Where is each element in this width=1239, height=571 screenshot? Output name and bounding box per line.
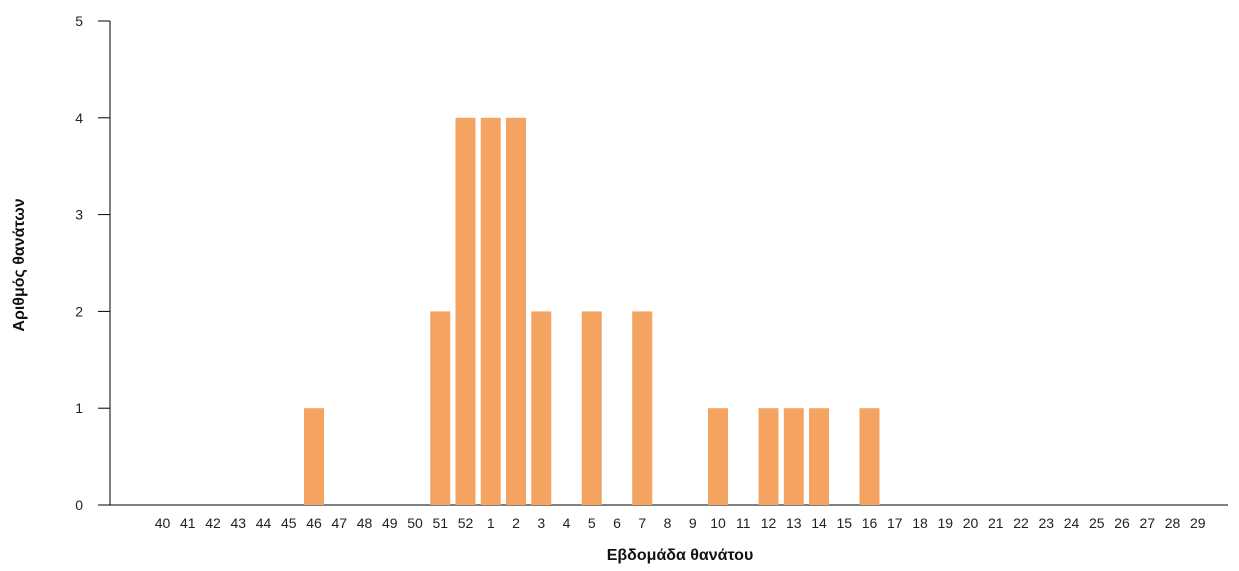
x-tick-label: 27 bbox=[1139, 515, 1155, 531]
y-tick-label: 2 bbox=[75, 303, 83, 319]
y-tick-label: 1 bbox=[75, 400, 83, 416]
x-axis-title: Εβδομάδα θανάτου bbox=[607, 547, 754, 564]
y-axis: 0 1 2 3 4 5 bbox=[75, 13, 111, 513]
x-tick-label: 2 bbox=[512, 515, 520, 531]
x-tick-label: 29 bbox=[1190, 515, 1206, 531]
x-tick-label: 16 bbox=[862, 515, 878, 531]
x-tick-label: 6 bbox=[613, 515, 621, 531]
bar bbox=[632, 311, 653, 505]
x-tick-label: 13 bbox=[786, 515, 802, 531]
bar bbox=[809, 408, 829, 505]
x-tick-label: 25 bbox=[1089, 515, 1105, 531]
x-tick-label: 12 bbox=[761, 515, 777, 531]
bar bbox=[455, 117, 476, 506]
x-tick-label: 23 bbox=[1038, 515, 1054, 531]
bar bbox=[708, 408, 728, 505]
x-tick-label: 1 bbox=[487, 515, 495, 531]
x-tick-label: 15 bbox=[836, 515, 852, 531]
bar bbox=[430, 311, 451, 505]
x-tick-label: 41 bbox=[180, 515, 196, 531]
x-tick-label: 46 bbox=[306, 515, 322, 531]
x-tick-label: 7 bbox=[638, 515, 646, 531]
x-tick-label: 11 bbox=[736, 515, 751, 531]
x-tick-label: 4 bbox=[563, 515, 571, 531]
bar bbox=[531, 311, 552, 505]
x-tick-label: 14 bbox=[811, 515, 827, 531]
bar bbox=[758, 408, 779, 505]
x-tick-label: 24 bbox=[1064, 515, 1080, 531]
x-tick-label: 52 bbox=[458, 515, 474, 531]
x-tick-label: 8 bbox=[664, 515, 672, 531]
x-tick-label: 17 bbox=[887, 515, 903, 531]
x-tick-label: 43 bbox=[230, 515, 246, 531]
bars bbox=[304, 117, 880, 506]
y-tick-label: 0 bbox=[75, 497, 83, 513]
x-tick-label: 22 bbox=[1013, 515, 1029, 531]
x-tick-label: 47 bbox=[331, 515, 347, 531]
x-tick-label: 19 bbox=[937, 515, 953, 531]
bar bbox=[304, 408, 324, 505]
x-tick-label: 48 bbox=[357, 515, 373, 531]
x-tick-label: 45 bbox=[281, 515, 297, 531]
x-tick-label: 28 bbox=[1165, 515, 1181, 531]
x-tick-label: 21 bbox=[988, 515, 1004, 531]
x-tick-label: 18 bbox=[912, 515, 928, 531]
bar bbox=[859, 408, 880, 505]
bar bbox=[506, 117, 526, 506]
bar bbox=[783, 408, 804, 505]
bar bbox=[581, 311, 602, 505]
y-tick-label: 4 bbox=[75, 110, 83, 126]
x-tick-label: 40 bbox=[155, 515, 171, 531]
x-tick-label: 5 bbox=[588, 515, 596, 531]
x-tick-label: 20 bbox=[963, 515, 979, 531]
y-tick-label: 3 bbox=[75, 207, 83, 223]
x-tick-label: 42 bbox=[205, 515, 221, 531]
x-tick-label: 10 bbox=[710, 515, 726, 531]
x-tick-label: 50 bbox=[407, 515, 423, 531]
x-axis: 40 41 42 43 44 45 46 47 48 49 50 51 52 1 2 3 4 5 6 7 8 9 10 11 1… bbox=[98, 504, 1228, 531]
x-tick-label: 3 bbox=[537, 515, 545, 531]
x-tick-label: 51 bbox=[432, 515, 448, 531]
x-tick-label: 49 bbox=[382, 515, 398, 531]
y-tick-label: 5 bbox=[75, 13, 83, 29]
bar bbox=[480, 117, 501, 506]
x-tick-label: 9 bbox=[689, 515, 697, 531]
x-tick-label: 44 bbox=[256, 515, 272, 531]
y-axis-title: Αριθμός θανάτων bbox=[11, 198, 28, 331]
x-tick-label: 26 bbox=[1114, 515, 1130, 531]
